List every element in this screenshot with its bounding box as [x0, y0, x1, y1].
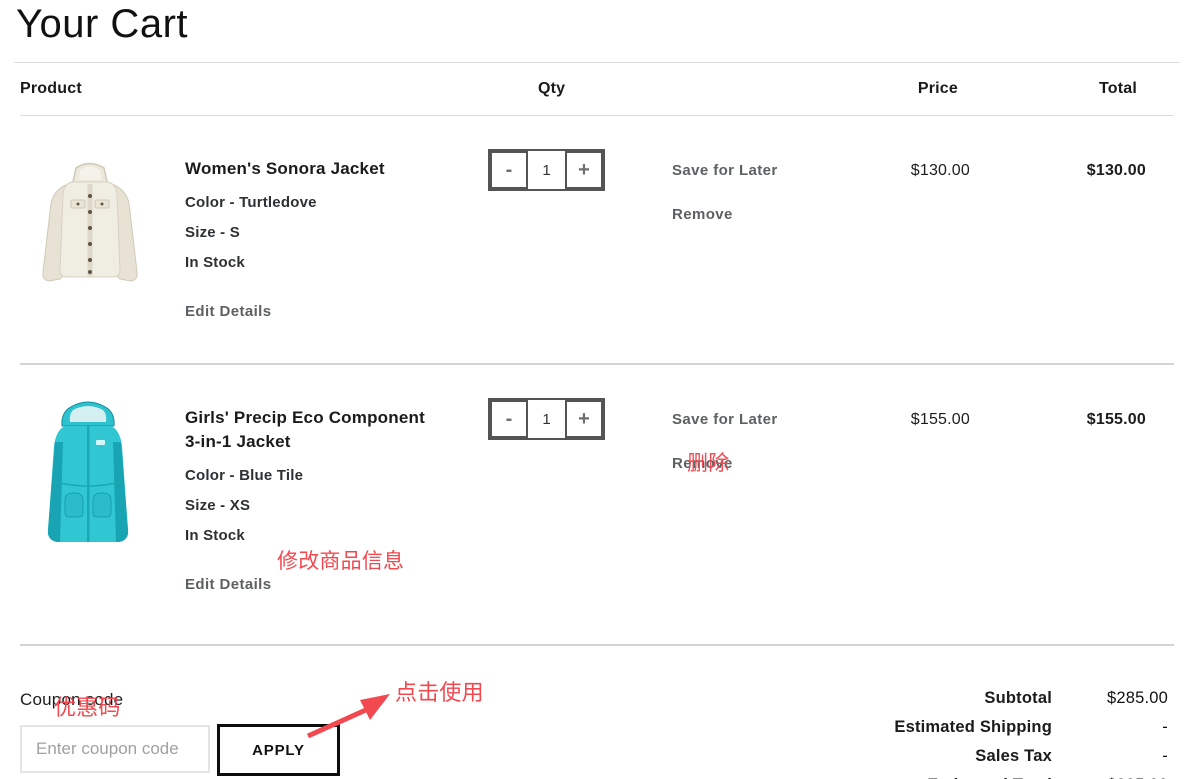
- product-image-precip-jacket[interactable]: [20, 398, 185, 594]
- column-header-qty: Qty: [538, 80, 566, 97]
- summary-label: Subtotal: [984, 689, 1052, 707]
- summary-row-subtotal: Subtotal $285.00: [788, 684, 1168, 713]
- qty-input[interactable]: [528, 151, 565, 189]
- stock-status: In Stock: [185, 254, 245, 271]
- cart-item-row: Girls' Precip Eco Component 3-in-1 Jacke…: [20, 365, 1174, 646]
- column-header-product: Product: [20, 80, 82, 97]
- cart-footer: Coupon code APPLY Subtotal $285.00 Estim…: [0, 646, 1194, 779]
- stock-status: In Stock: [185, 527, 245, 544]
- qty-stepper: - +: [488, 149, 605, 191]
- qty-increase-button[interactable]: +: [565, 400, 603, 438]
- product-title[interactable]: Women's Sonora Jacket: [185, 159, 385, 178]
- remove-link[interactable]: Remove: [672, 455, 733, 472]
- item-total: $155.00: [1086, 411, 1146, 428]
- summary-row-tax: Sales Tax -: [788, 742, 1168, 771]
- summary-label: Estimated Shipping: [894, 718, 1052, 736]
- qty-stepper: - +: [488, 398, 605, 440]
- qty-cell: - +: [488, 149, 672, 321]
- page-title: Your Cart: [16, 2, 188, 46]
- summary-row-shipping: Estimated Shipping -: [788, 713, 1168, 742]
- qty-decrease-button[interactable]: -: [490, 400, 528, 438]
- edit-details-link[interactable]: Edit Details: [185, 576, 272, 593]
- product-color: Color - Turtledove: [185, 194, 317, 211]
- qty-decrease-button[interactable]: -: [490, 151, 528, 189]
- item-total: $130.00: [1086, 162, 1146, 179]
- save-for-later-link[interactable]: Save for Later: [672, 411, 778, 428]
- summary-label: Estimated Total: [927, 771, 1052, 779]
- coupon-label: Coupon code: [20, 690, 124, 709]
- product-size: Size - XS: [185, 497, 251, 514]
- product-size: Size - S: [185, 224, 240, 241]
- qty-increase-button[interactable]: +: [565, 151, 603, 189]
- qty-cell: - +: [488, 398, 672, 594]
- title-divider: [14, 62, 1180, 63]
- product-details: Women's Sonora Jacket Color - Turtledove…: [185, 149, 488, 321]
- column-header-price: Price: [917, 80, 958, 97]
- product-color: Color - Blue Tile: [185, 467, 304, 484]
- remove-link[interactable]: Remove: [672, 206, 733, 223]
- item-actions: Save for Later Remove: [672, 149, 822, 321]
- summary-value: $285.00: [1052, 771, 1168, 779]
- product-title[interactable]: Girls' Precip Eco Component 3-in-1 Jacke…: [185, 408, 425, 451]
- cart-table-header: Product Qty Price Total: [20, 63, 1174, 116]
- save-for-later-link[interactable]: Save for Later: [672, 162, 778, 179]
- summary-row-estimated-total: Estimated Total $285.00: [788, 771, 1168, 779]
- summary-value: -: [1162, 747, 1168, 765]
- item-price: $155.00: [910, 411, 970, 428]
- product-details: Girls' Precip Eco Component 3-in-1 Jacke…: [185, 398, 488, 594]
- order-summary: Subtotal $285.00 Estimated Shipping - Sa…: [788, 684, 1168, 779]
- summary-value: -: [1162, 718, 1168, 736]
- column-header-total: Total: [1098, 80, 1137, 97]
- cart-item-row: Women's Sonora Jacket Color - Turtledove…: [20, 116, 1174, 365]
- product-image-sonora-jacket[interactable]: [20, 149, 185, 321]
- qty-input[interactable]: [528, 400, 565, 438]
- summary-value: $285.00: [1106, 689, 1168, 707]
- apply-button[interactable]: APPLY: [217, 724, 340, 776]
- summary-label: Sales Tax: [975, 747, 1052, 765]
- coupon-input[interactable]: [20, 725, 210, 773]
- item-actions: Save for Later Remove: [672, 398, 822, 594]
- coupon-section: Coupon code APPLY: [20, 690, 340, 779]
- item-price: $130.00: [910, 162, 970, 179]
- edit-details-link[interactable]: Edit Details: [185, 303, 272, 320]
